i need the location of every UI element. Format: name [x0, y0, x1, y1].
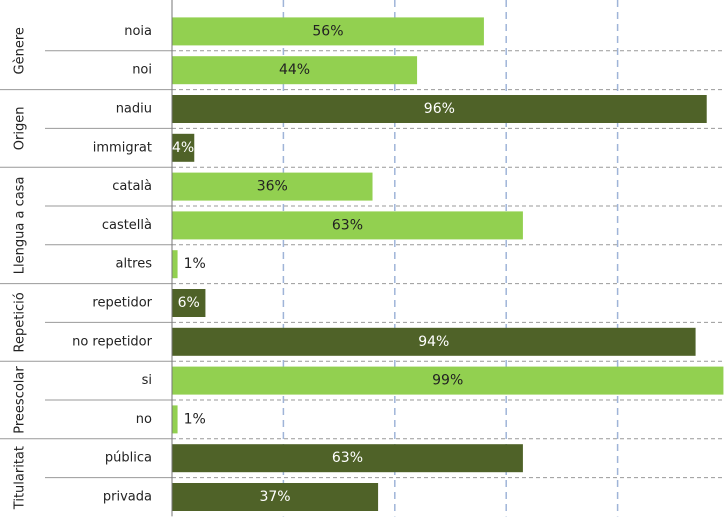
data-label: 1% [184, 411, 206, 427]
bar [172, 289, 206, 317]
data-label: 6% [178, 295, 200, 311]
bar [172, 211, 523, 240]
group-label: Repetició [13, 292, 28, 352]
category-label: immigrat [93, 140, 152, 155]
category-label: no repetidor [72, 334, 153, 349]
bar [172, 133, 195, 162]
bar [172, 483, 379, 511]
group-label: Titularitat [13, 446, 28, 510]
bar [172, 17, 484, 46]
data-label: 4% [172, 140, 194, 156]
category-label: noi [132, 63, 152, 78]
bar [172, 95, 707, 123]
bar [172, 250, 178, 279]
group-label: Llengua a casa [13, 177, 28, 275]
category-label: català [112, 179, 152, 194]
group-label: Origen [13, 107, 28, 151]
category-label: altres [115, 257, 152, 272]
data-label: 44% [279, 62, 310, 78]
data-label: 1% [184, 256, 206, 272]
category-label: noia [124, 24, 152, 39]
bar [172, 444, 523, 473]
category-label: pública [105, 451, 152, 466]
data-label: 96% [424, 101, 455, 117]
category-label: si [142, 373, 152, 388]
data-label: 37% [259, 489, 290, 505]
data-label: 94% [418, 334, 449, 350]
category-label: nadiu [116, 102, 152, 117]
data-label: 56% [312, 23, 343, 39]
category-label: privada [103, 490, 152, 505]
data-label: 63% [332, 450, 363, 466]
bar [172, 56, 418, 85]
bar [172, 327, 696, 356]
data-label: 36% [257, 179, 288, 195]
category-label: castellà [102, 218, 152, 233]
category-label: repetidor [92, 296, 152, 311]
group-label: Gènere [13, 27, 28, 74]
bar [172, 172, 373, 201]
data-label: 99% [432, 373, 463, 389]
group-label: Preescolar [13, 366, 28, 434]
bar [172, 366, 724, 395]
bar [172, 405, 178, 434]
category-label: no [136, 412, 152, 427]
data-label: 63% [332, 217, 363, 233]
